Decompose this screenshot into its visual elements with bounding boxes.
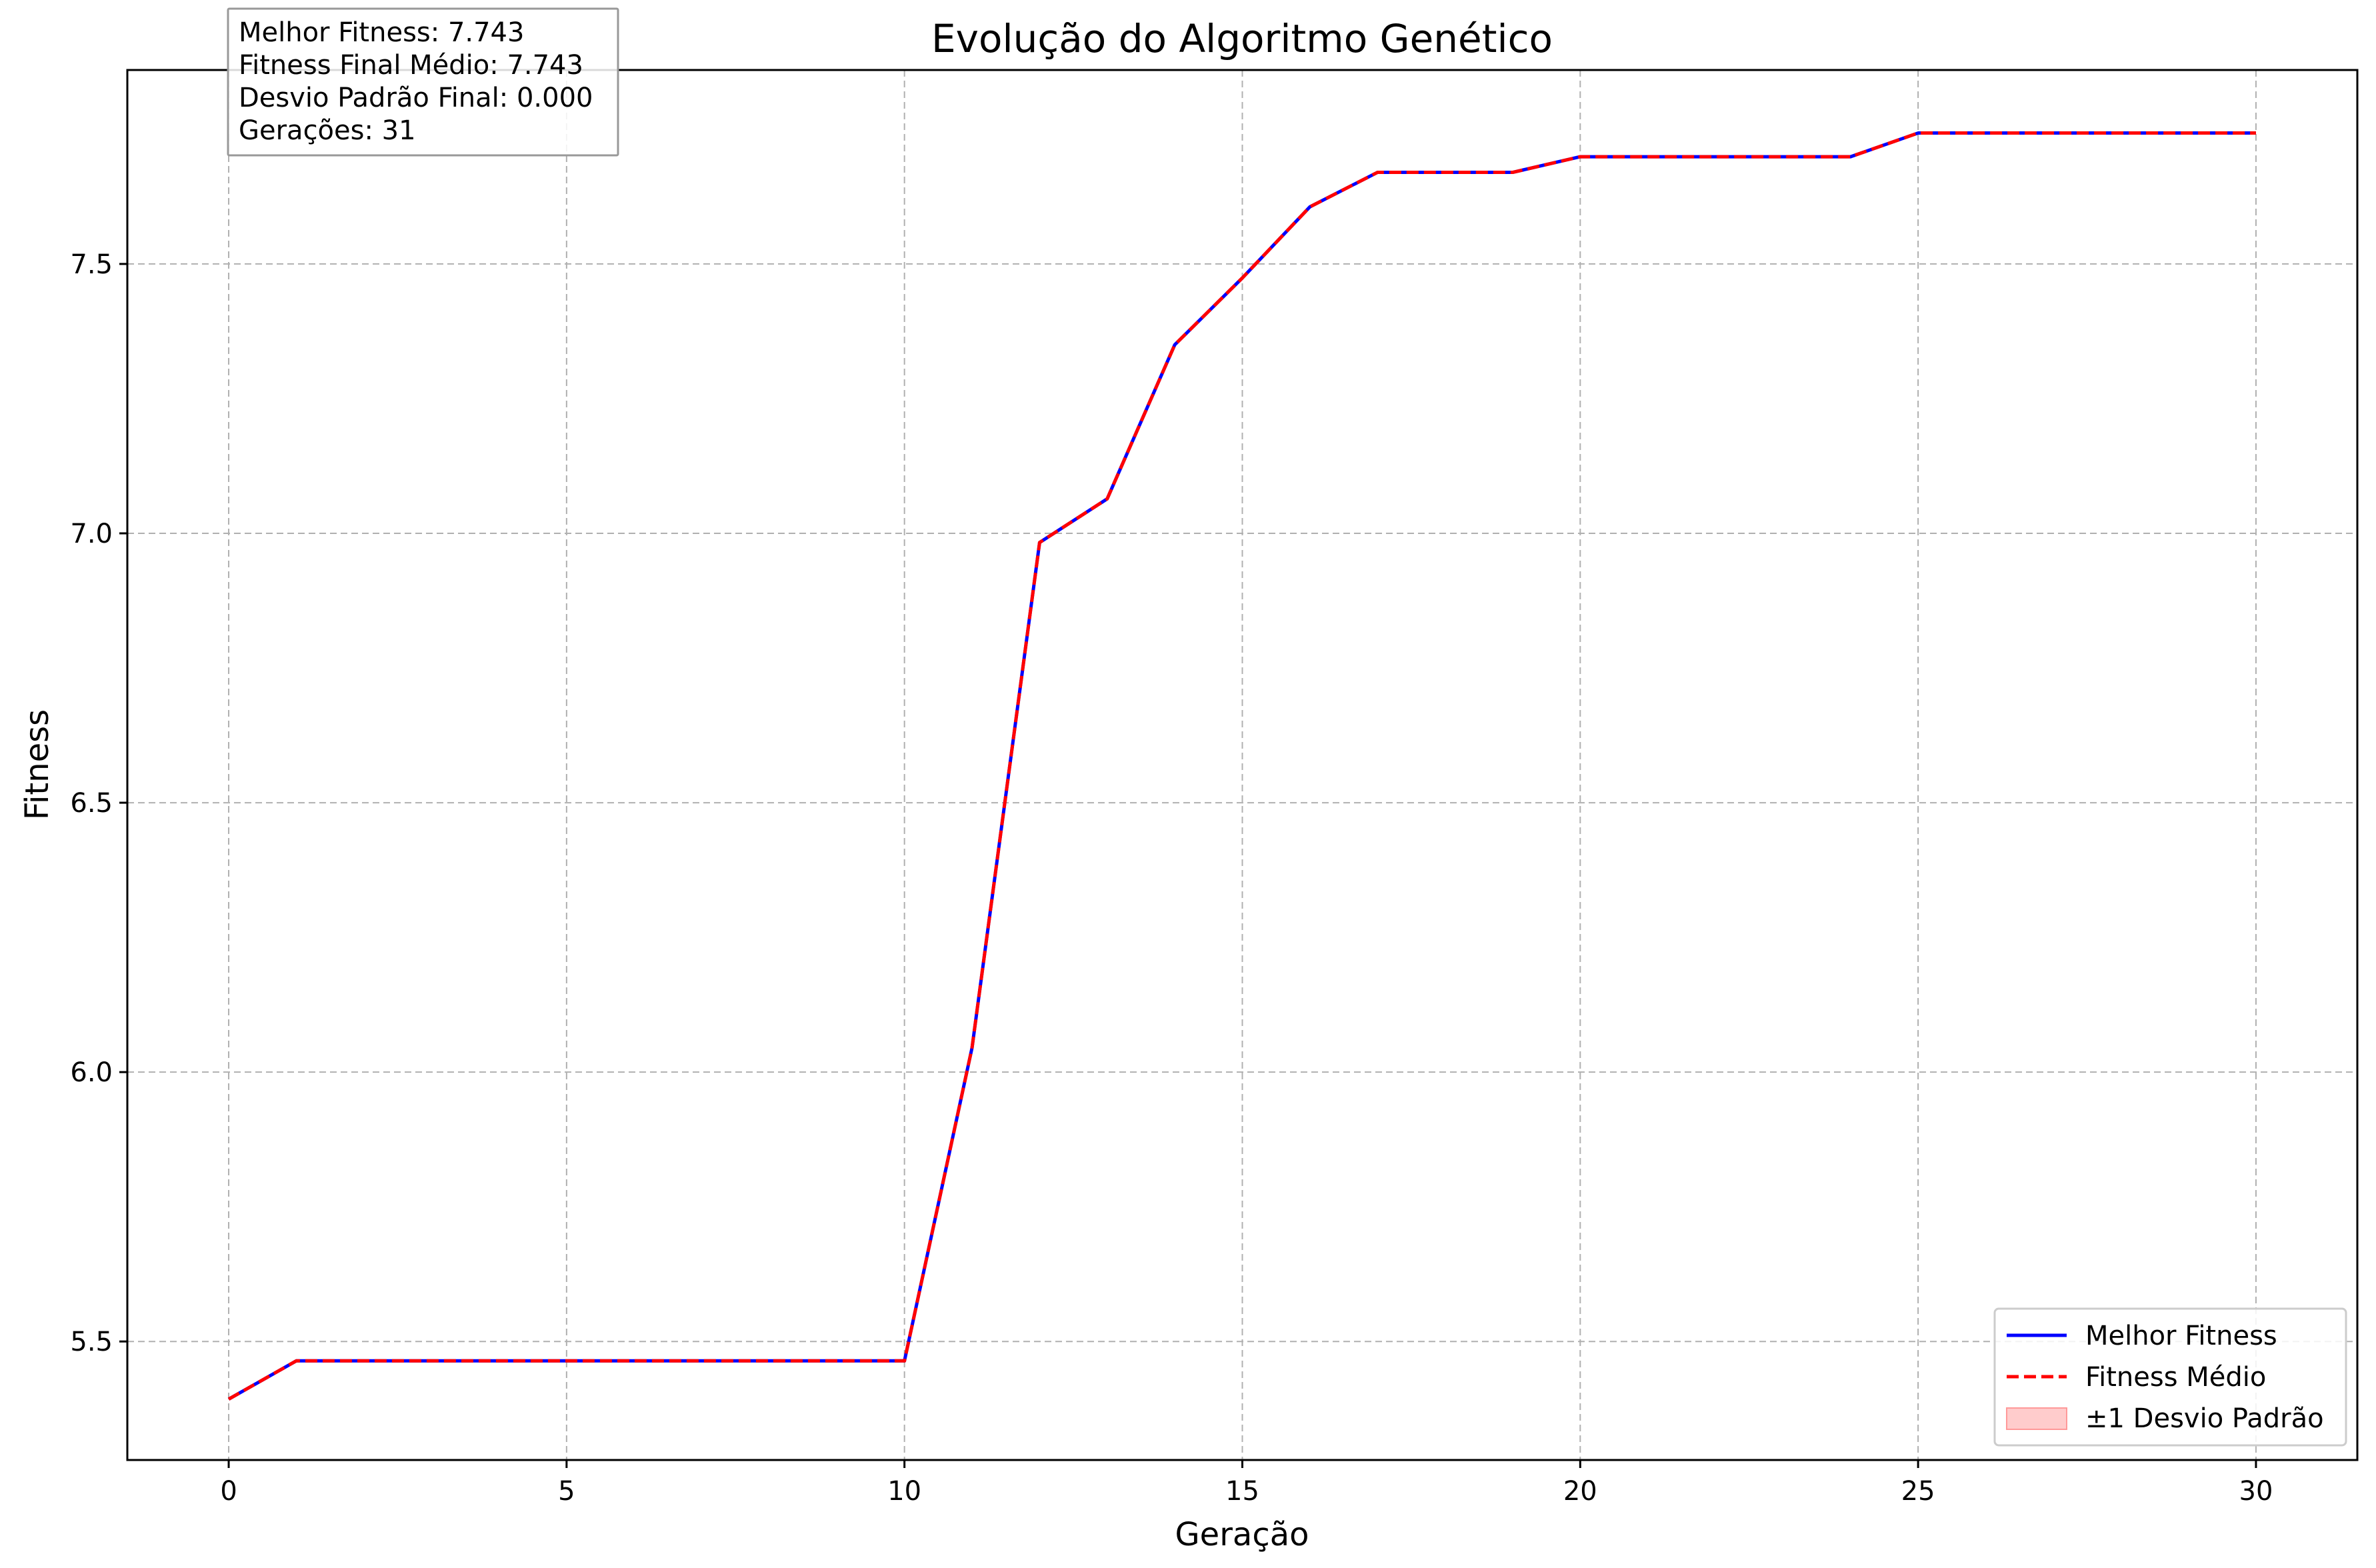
y-axis-title: Fitness <box>19 709 56 820</box>
x-tick-label: 0 <box>220 1476 237 1507</box>
series-line-fitness-medio <box>227 131 2256 1401</box>
y-tick-label: 6.5 <box>70 788 113 819</box>
x-tick-label: 25 <box>1901 1476 1935 1507</box>
x-tick-label: 5 <box>558 1476 575 1507</box>
x-tick-label: 20 <box>1563 1476 1597 1507</box>
stats-annotation-box: Melhor Fitness: 7.743 Fitness Final Médi… <box>227 7 619 157</box>
axis-ticks: 0 5 10 15 20 25 30 5.5 6.0 6.5 7.0 7.5 <box>70 249 2273 1507</box>
x-tick-label: 10 <box>887 1476 921 1507</box>
stats-final-mean: Fitness Final Médio: 7.743 <box>239 50 583 81</box>
legend-label-melhor-fitness: Melhor Fitness <box>2085 1321 2277 1351</box>
legend-swatch-std-band <box>2006 1407 2067 1430</box>
chart-title: Evolução do Algoritmo Genético <box>931 16 1553 61</box>
grid <box>127 70 2357 1460</box>
stats-final-std: Desvio Padrão Final: 0.000 <box>239 83 593 113</box>
x-axis-title: Geração <box>1175 1516 1309 1553</box>
series-layer <box>227 131 2256 1401</box>
y-tick-label: 7.5 <box>70 249 113 280</box>
stats-generations: Gerações: 31 <box>239 115 416 146</box>
x-tick-label: 30 <box>2239 1476 2273 1507</box>
y-tick-label: 5.5 <box>70 1327 113 1357</box>
stats-best-fitness: Melhor Fitness: 7.743 <box>239 17 524 48</box>
y-tick-label: 6.0 <box>70 1057 113 1088</box>
x-tick-label: 15 <box>1225 1476 1259 1507</box>
legend-label-std-band: ±1 Desvio Padrão <box>2085 1403 2324 1434</box>
legend-label-fitness-medio: Fitness Médio <box>2085 1362 2266 1393</box>
y-tick-label: 7.0 <box>70 519 113 549</box>
legend: Melhor Fitness Fitness Médio ±1 Desvio P… <box>1993 1307 2347 1447</box>
